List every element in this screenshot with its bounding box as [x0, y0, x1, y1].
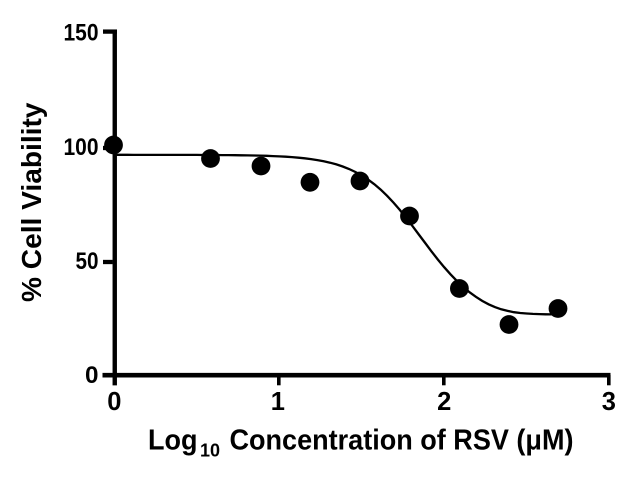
svg-text:1: 1: [271, 388, 285, 416]
svg-text:2: 2: [437, 388, 451, 416]
svg-text:Log: Log: [148, 425, 198, 457]
svg-text:% Cell Viability: % Cell Viability: [16, 102, 47, 302]
svg-text:3: 3: [602, 388, 616, 416]
svg-text:100: 100: [64, 134, 99, 161]
svg-text:50: 50: [76, 248, 99, 275]
svg-text:0: 0: [107, 388, 121, 416]
svg-text:150: 150: [64, 20, 99, 47]
svg-text:Concentration of RSV (μM): Concentration of RSV (μM): [230, 425, 574, 457]
svg-text:0: 0: [85, 362, 99, 389]
svg-text:10: 10: [200, 441, 220, 461]
